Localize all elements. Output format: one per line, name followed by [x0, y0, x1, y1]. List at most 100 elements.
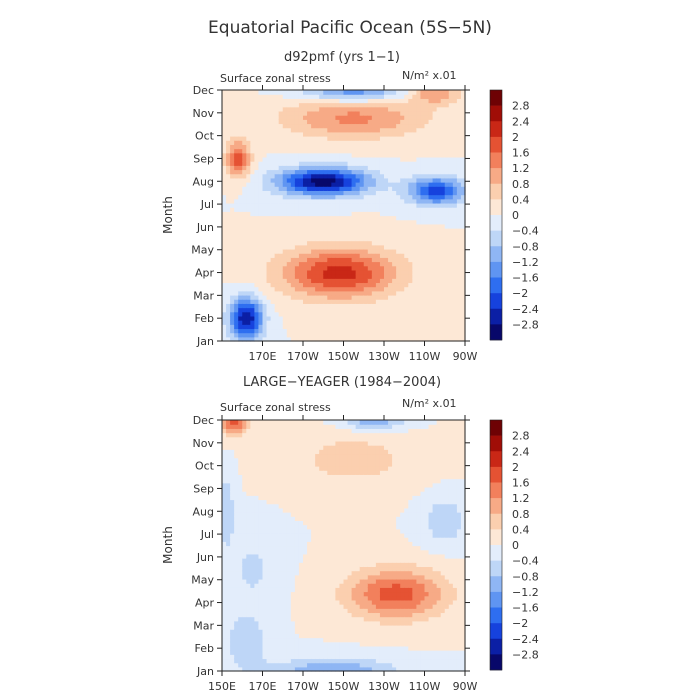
heatmap-cell — [298, 320, 304, 325]
heatmap-cell — [270, 553, 276, 559]
heatmap-cell — [250, 587, 255, 593]
heatmap-cell — [392, 248, 397, 254]
heatmap-cell — [222, 436, 227, 442]
heatmap-cell — [254, 532, 260, 538]
heatmap-cell — [226, 286, 231, 292]
heatmap-cell — [432, 102, 438, 108]
heatmap-cell — [222, 186, 227, 191]
heatmap-cell — [432, 290, 438, 296]
heatmap-cell — [270, 654, 276, 660]
heatmap-cell — [339, 194, 345, 200]
heatmap-cell — [270, 161, 276, 166]
heatmap-cell — [436, 332, 442, 338]
heatmap-cell — [246, 228, 251, 233]
heatmap-cell — [379, 324, 385, 330]
heatmap-cell — [274, 131, 280, 137]
heatmap-cell — [238, 211, 243, 217]
heatmap-cell — [254, 482, 260, 488]
heatmap-cell — [258, 119, 264, 125]
heatmap-cell — [254, 186, 260, 191]
heatmap-cell — [323, 294, 328, 300]
heatmap-cell — [282, 629, 288, 634]
heatmap-cell — [246, 537, 251, 542]
heatmap-cell — [416, 119, 422, 125]
heatmap-cell — [238, 449, 243, 455]
heatmap-cell — [298, 645, 304, 651]
heatmap-cell — [262, 507, 268, 513]
heatmap-cell — [351, 123, 357, 129]
heatmap-cell — [404, 244, 409, 250]
heatmap-cell — [311, 240, 316, 246]
heatmap-cell — [319, 169, 324, 175]
heatmap-cell — [460, 190, 466, 196]
heatmap-cell — [290, 332, 296, 338]
heatmap-cell — [274, 641, 280, 647]
heatmap-cell — [351, 307, 357, 313]
heatmap-cell — [384, 123, 389, 129]
heatmap-cell — [327, 248, 332, 254]
heatmap-cell — [262, 320, 268, 325]
heatmap-cell — [234, 591, 239, 597]
heatmap-cell — [315, 232, 320, 238]
heatmap-cell — [416, 240, 422, 246]
heatmap-cell — [226, 436, 231, 442]
heatmap-cell — [424, 286, 430, 292]
heatmap-cell — [246, 624, 251, 630]
heatmap-cell — [258, 637, 264, 643]
heatmap-cell — [230, 532, 235, 538]
heatmap-cell — [424, 186, 430, 191]
heatmap-cell — [262, 432, 268, 438]
heatmap-cell — [250, 491, 255, 496]
heatmap-cell — [367, 265, 373, 271]
heatmap-cell — [303, 595, 308, 601]
heatmap-cell — [282, 537, 288, 542]
heatmap-cell — [392, 177, 397, 183]
heatmap-cell — [250, 608, 255, 614]
heatmap-cell — [384, 332, 389, 338]
heatmap-cell — [303, 445, 308, 450]
heatmap-cell — [339, 299, 345, 304]
heatmap-cell — [436, 324, 442, 330]
heatmap-cell — [294, 624, 300, 630]
heatmap-cell — [375, 282, 381, 288]
heatmap-cell — [234, 127, 239, 133]
heatmap-cell — [230, 516, 235, 521]
heatmap-cell — [416, 186, 422, 191]
heatmap-cell — [343, 98, 349, 104]
heatmap-cell — [436, 148, 442, 154]
heatmap-cell — [298, 136, 304, 141]
heatmap-cell — [420, 244, 426, 250]
heatmap-cell — [375, 94, 381, 99]
heatmap-cell — [274, 311, 280, 317]
heatmap-cell — [242, 528, 247, 534]
heatmap-cell — [266, 658, 272, 664]
heatmap-cell — [242, 624, 247, 630]
heatmap-cell — [282, 282, 288, 288]
heatmap-cell — [298, 223, 304, 229]
heatmap-cell — [347, 102, 353, 108]
heatmap-cell — [460, 311, 466, 317]
heatmap-cell — [242, 165, 247, 171]
heatmap-cell — [246, 486, 251, 492]
heatmap-cell — [359, 236, 365, 242]
heatmap-cell — [234, 119, 239, 125]
heatmap-cell — [359, 282, 365, 288]
heatmap-cell — [315, 290, 320, 296]
heatmap-cell — [384, 198, 389, 204]
heatmap-cell — [379, 336, 385, 342]
heatmap-cell — [420, 261, 426, 267]
heatmap-cell — [234, 495, 239, 501]
heatmap-cell — [222, 328, 227, 334]
heatmap-cell — [327, 144, 332, 150]
heatmap-cell — [286, 558, 292, 563]
heatmap-cell — [246, 173, 251, 179]
heatmap-cell — [363, 223, 369, 229]
heatmap-cell — [428, 94, 434, 99]
heatmap-cell — [355, 336, 361, 342]
heatmap-cell — [303, 223, 308, 229]
heatmap-cell — [307, 278, 312, 284]
heatmap-cell — [396, 228, 401, 233]
heatmap-cell — [278, 583, 284, 588]
heatmap-cell — [319, 140, 324, 145]
heatmap-cell — [307, 591, 312, 597]
